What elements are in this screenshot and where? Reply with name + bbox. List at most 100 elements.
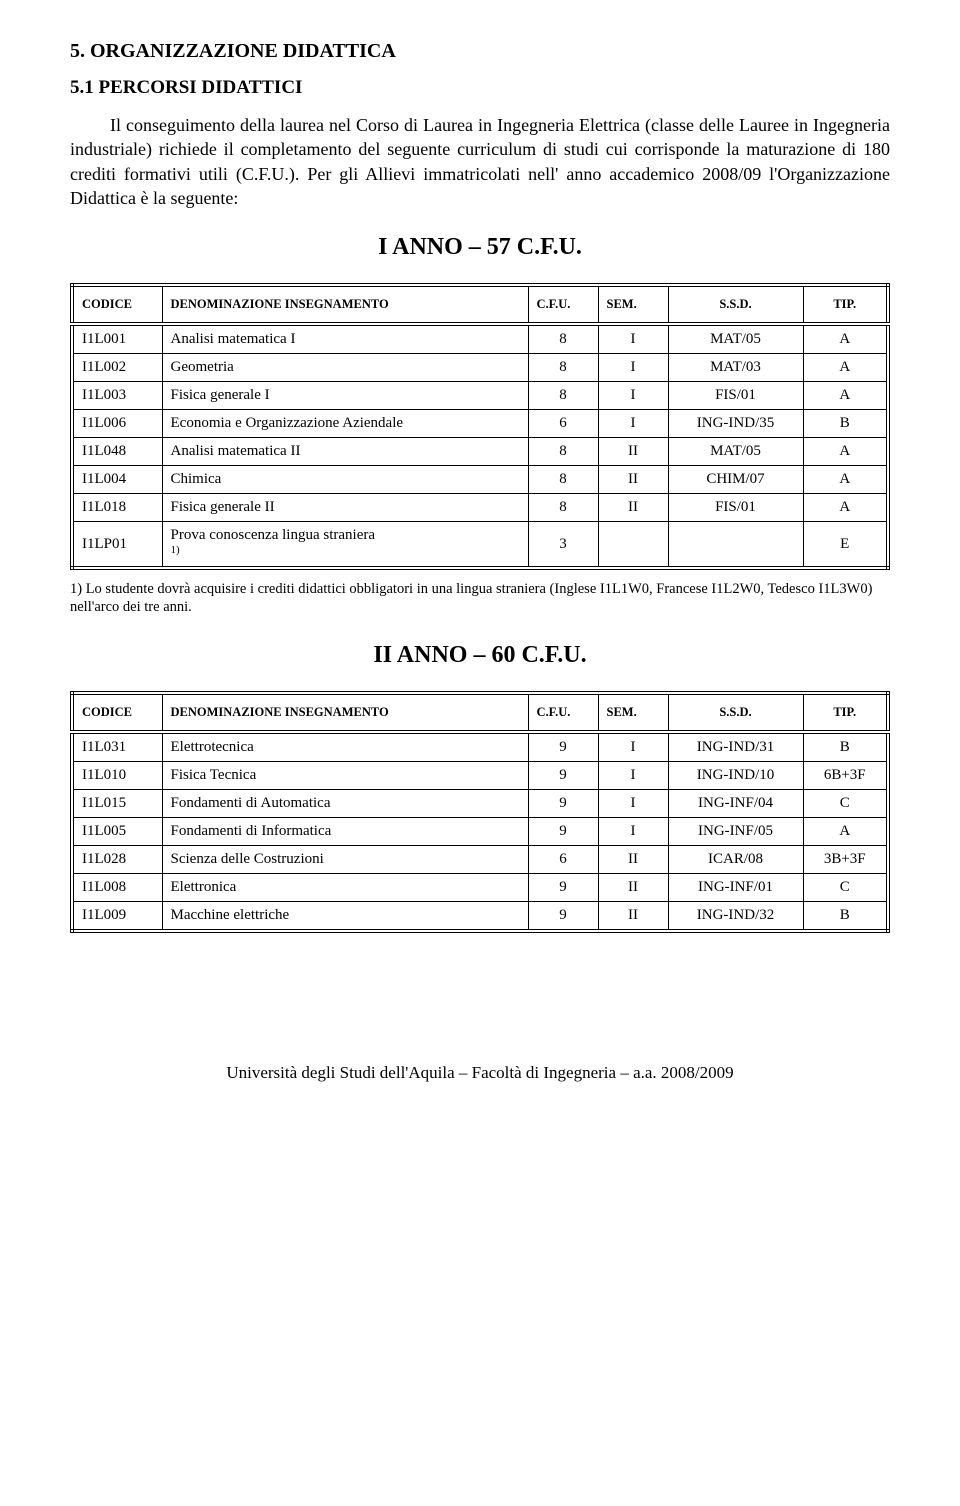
table-header-row: CODICE DENOMINAZIONE INSEGNAMENTO C.F.U.… [72,285,888,324]
cell-name: Analisi matematica I [162,324,528,354]
year2-table: CODICE DENOMINAZIONE INSEGNAMENTO C.F.U.… [70,691,890,933]
cell-tip: A [803,494,888,522]
cell-ssd: ING-IND/32 [668,902,803,932]
cell-cfu: 9 [528,818,598,846]
cell-code: I1L015 [72,790,162,818]
cell-tip: A [803,818,888,846]
cell-name: Macchine elettriche [162,902,528,932]
cell-tip: A [803,354,888,382]
table-row: I1L005Fondamenti di Informatica9IING-INF… [72,818,888,846]
cell-ssd: ICAR/08 [668,846,803,874]
cell-cfu: 6 [528,410,598,438]
cell-name: Analisi matematica II [162,438,528,466]
cell-tip: B [803,732,888,762]
cell-sem: I [598,818,668,846]
cell-ssd: FIS/01 [668,382,803,410]
table-row: I1LP01Prova conoscenza lingua straniera … [72,522,888,569]
cell-code: I1L006 [72,410,162,438]
cell-cfu: 9 [528,874,598,902]
cell-sem: II [598,846,668,874]
cell-tip: 3B+3F [803,846,888,874]
table-row: I1L010Fisica Tecnica9IING-IND/106B+3F [72,762,888,790]
cell-sem: II [598,902,668,932]
cell-cfu: 9 [528,790,598,818]
cell-cfu: 8 [528,324,598,354]
table-row: I1L004Chimica8IICHIM/07A [72,466,888,494]
year2-title: II ANNO – 60 C.F.U. [70,642,890,669]
cell-ssd: ING-IND/31 [668,732,803,762]
page-footer: Università degli Studi dell'Aquila – Fac… [70,1063,890,1083]
cell-sem: I [598,732,668,762]
cell-sem: I [598,382,668,410]
cell-code: I1L005 [72,818,162,846]
cell-sem: II [598,874,668,902]
cell-code: I1LP01 [72,522,162,569]
cell-sem: I [598,762,668,790]
th-ssd: S.S.D. [668,693,803,732]
table-row: I1L031Elettrotecnica9IING-IND/31B [72,732,888,762]
cell-code: I1L009 [72,902,162,932]
th-cfu: C.F.U. [528,285,598,324]
cell-sem [598,522,668,569]
cell-ssd: MAT/05 [668,438,803,466]
cell-sem: I [598,354,668,382]
subsection-heading: 5.1 PERCORSI DIDATTICI [70,77,890,99]
cell-sem: II [598,466,668,494]
intro-paragraph: Il conseguimento della laurea nel Corso … [70,113,890,210]
cell-name: Elettrotecnica [162,732,528,762]
table-row: I1L006Economia e Organizzazione Aziendal… [72,410,888,438]
cell-ssd: MAT/05 [668,324,803,354]
cell-cfu: 3 [528,522,598,569]
cell-sem: I [598,324,668,354]
cell-ssd: ING-INF/01 [668,874,803,902]
cell-tip: 6B+3F [803,762,888,790]
th-tip: TIP. [803,693,888,732]
year1-table: CODICE DENOMINAZIONE INSEGNAMENTO C.F.U.… [70,283,890,570]
cell-tip: A [803,324,888,354]
cell-name: Geometria [162,354,528,382]
cell-code: I1L010 [72,762,162,790]
cell-cfu: 9 [528,902,598,932]
th-ssd: S.S.D. [668,285,803,324]
cell-name: Elettronica [162,874,528,902]
table-row: I1L009Macchine elettriche9IIING-IND/32B [72,902,888,932]
th-code: CODICE [72,285,162,324]
year1-title: I ANNO – 57 C.F.U. [70,234,890,261]
table-row: I1L015Fondamenti di Automatica9IING-INF/… [72,790,888,818]
cell-code: I1L028 [72,846,162,874]
cell-cfu: 9 [528,732,598,762]
cell-code: I1L031 [72,732,162,762]
th-tip: TIP. [803,285,888,324]
cell-tip: C [803,874,888,902]
th-name: DENOMINAZIONE INSEGNAMENTO [162,693,528,732]
cell-ssd: ING-INF/05 [668,818,803,846]
cell-name: Fisica generale II [162,494,528,522]
cell-tip: E [803,522,888,569]
cell-code: I1L003 [72,382,162,410]
cell-name: Chimica [162,466,528,494]
table-row: I1L048Analisi matematica II8IIMAT/05A [72,438,888,466]
cell-cfu: 8 [528,354,598,382]
cell-tip: B [803,410,888,438]
cell-ssd: ING-IND/35 [668,410,803,438]
table-row: I1L001Analisi matematica I8IMAT/05A [72,324,888,354]
cell-code: I1L004 [72,466,162,494]
cell-name: Economia e Organizzazione Aziendale [162,410,528,438]
cell-tip: A [803,466,888,494]
cell-ssd: ING-IND/10 [668,762,803,790]
cell-name: Prova conoscenza lingua straniera 1) [162,522,528,569]
table-row: I1L028Scienza delle Costruzioni6IIICAR/0… [72,846,888,874]
table-row: I1L018Fisica generale II8IIFIS/01A [72,494,888,522]
th-code: CODICE [72,693,162,732]
cell-cfu: 6 [528,846,598,874]
cell-tip: A [803,382,888,410]
cell-name: Fisica Tecnica [162,762,528,790]
cell-name: Fisica generale I [162,382,528,410]
cell-cfu: 8 [528,438,598,466]
cell-sem: II [598,438,668,466]
cell-ssd: FIS/01 [668,494,803,522]
cell-name: Scienza delle Costruzioni [162,846,528,874]
cell-tip: B [803,902,888,932]
cell-code: I1L048 [72,438,162,466]
cell-name: Fondamenti di Automatica [162,790,528,818]
